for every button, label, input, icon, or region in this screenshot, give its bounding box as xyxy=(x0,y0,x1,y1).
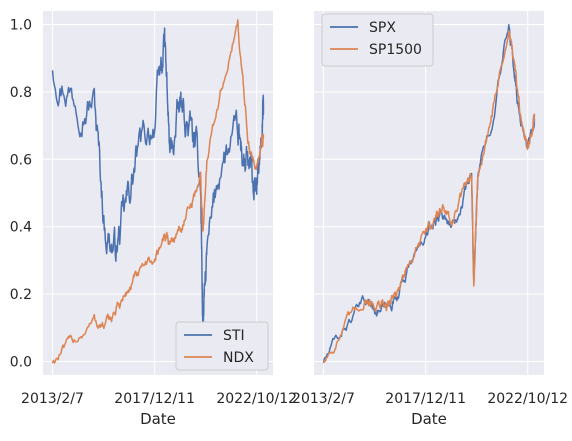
y-tick-label: 0.4 xyxy=(10,220,32,236)
series-line-ndx xyxy=(51,19,265,364)
chart-panel-2: 2013/2/7 2017/12/11 2022/10/12 Date SPX SP150… xyxy=(292,11,568,428)
x-tick-label: 2013/2/7 xyxy=(292,391,355,407)
chart-panel-1: 0.0 0.2 0.4 0.6 0.8 1.0 2013/2/7 2017/12/11 2022… xyxy=(10,11,297,428)
legend-label: STI xyxy=(223,328,245,344)
plot-area xyxy=(43,11,273,375)
y-tick-label: 0.6 xyxy=(10,152,32,168)
x-tick-label: 2022/10/12 xyxy=(216,391,297,407)
legend-label: SP1500 xyxy=(369,42,422,58)
plot-area xyxy=(314,11,544,375)
x-tick-label: 2017/12/11 xyxy=(114,391,195,407)
legend-box xyxy=(175,321,269,371)
x-tick-label: 2017/12/11 xyxy=(385,391,466,407)
x-tick-label: 2022/10/12 xyxy=(487,391,568,407)
series-line-sp1500 xyxy=(322,30,536,364)
legend-label: SPX xyxy=(369,20,396,36)
x-axis-label: Date xyxy=(140,410,176,428)
y-tick-label: 1.0 xyxy=(10,17,32,33)
x-tick-label: 2013/2/7 xyxy=(21,391,84,407)
series-line-sti xyxy=(51,27,265,335)
y-tick-label: 0.0 xyxy=(10,355,32,371)
series-line-spx xyxy=(322,23,536,364)
y-tick-label: 0.2 xyxy=(10,287,32,303)
legend-label: NDX xyxy=(223,350,254,366)
y-tick-label: 0.8 xyxy=(10,85,32,101)
legend: SPX SP1500 xyxy=(321,13,434,67)
legend: STI NDX xyxy=(175,321,269,371)
x-axis-label: Date xyxy=(411,410,447,428)
